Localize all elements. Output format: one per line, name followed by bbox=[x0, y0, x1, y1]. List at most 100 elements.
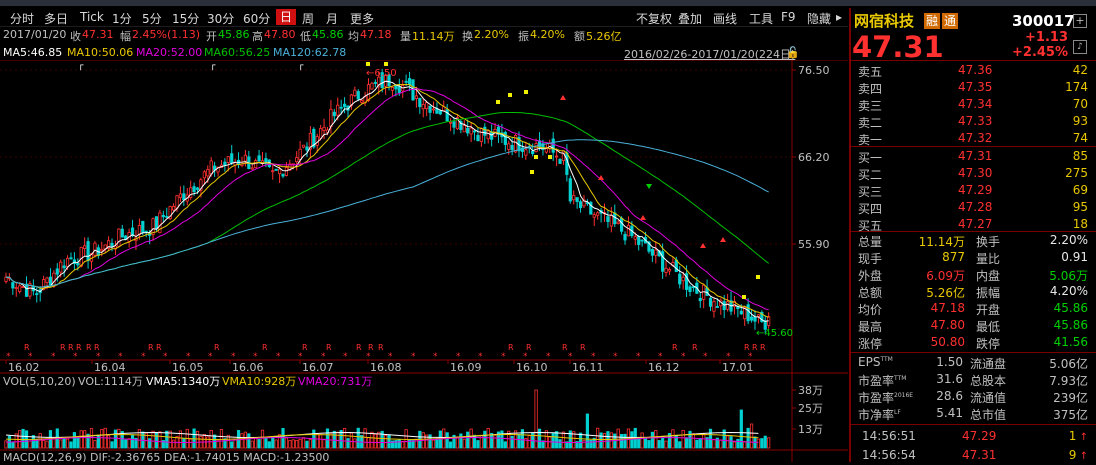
volume-bar bbox=[151, 430, 155, 449]
volume-bar bbox=[551, 432, 555, 449]
volume-bar bbox=[555, 431, 559, 449]
period-tab-2[interactable]: Tick bbox=[80, 10, 104, 24]
volume-bar bbox=[59, 439, 63, 449]
add-watchlist-icon[interactable]: + bbox=[1073, 14, 1087, 28]
orderbook-row[interactable]: 卖五 47.36 42 bbox=[858, 63, 1090, 80]
candle-body bbox=[144, 230, 148, 233]
volume-bar bbox=[763, 435, 767, 449]
candle-body bbox=[472, 130, 477, 133]
period-tab-4[interactable]: 5分 bbox=[142, 12, 162, 26]
toolbar-right-3[interactable]: 工具 bbox=[749, 12, 774, 26]
stat-value: 41.56 bbox=[1053, 335, 1088, 349]
price-tick-label: 55.90 bbox=[798, 238, 830, 251]
candle-body bbox=[332, 111, 336, 117]
info-close-label: 收 bbox=[70, 30, 81, 43]
orderbook-row[interactable]: 买五 47.27 18 bbox=[858, 217, 1090, 234]
period-tab-10[interactable]: 月 bbox=[326, 12, 339, 26]
volume-bar bbox=[257, 439, 261, 449]
candle-body bbox=[161, 215, 165, 218]
volume-bar bbox=[760, 438, 764, 449]
expand-arrow-icon[interactable]: ▸ bbox=[836, 10, 843, 24]
tick-price: 47.29 bbox=[962, 429, 997, 443]
volume-bar bbox=[582, 439, 586, 449]
alert-bell-icon[interactable]: ♪ bbox=[1073, 40, 1087, 54]
period-tab-8[interactable]: 日 bbox=[276, 9, 297, 25]
period-tab-7[interactable]: 60分 bbox=[243, 12, 271, 26]
stock-code: 300017 bbox=[1012, 12, 1075, 30]
candle-body bbox=[589, 201, 593, 215]
orderbook-row[interactable]: 买一 47.31 85 bbox=[858, 149, 1090, 166]
toolbar-right-2[interactable]: 画线 bbox=[713, 12, 738, 26]
candle-body bbox=[209, 160, 213, 175]
candle-body bbox=[69, 257, 73, 260]
orderbook-row[interactable]: 买二 47.30 275 bbox=[858, 166, 1090, 183]
volume-bar bbox=[96, 434, 100, 449]
up-arrow-icon: ↑ bbox=[1076, 451, 1088, 462]
period-tab-0[interactable]: 分时 bbox=[10, 12, 35, 26]
candle-body bbox=[397, 86, 401, 93]
candle-body bbox=[469, 127, 473, 135]
orderbook-label: 卖四 bbox=[858, 82, 883, 96]
volume-bar bbox=[223, 438, 227, 449]
info-amount-label: 额 bbox=[574, 30, 585, 43]
orderbook-row[interactable]: 买四 47.28 95 bbox=[858, 200, 1090, 217]
volume-bar bbox=[226, 434, 230, 449]
toolbar-right-4[interactable]: F9 bbox=[781, 10, 796, 24]
stat-row: 总量 11.14万 换手 2.20% bbox=[858, 233, 1090, 250]
candle-body bbox=[414, 95, 419, 99]
tick-volume-value: 9 bbox=[1068, 448, 1077, 462]
volume-bar bbox=[688, 430, 692, 449]
volume-bar bbox=[459, 433, 463, 449]
candle-body bbox=[551, 138, 555, 153]
star-marker: * bbox=[6, 352, 11, 362]
orderbook-row[interactable]: 买三 47.29 69 bbox=[858, 183, 1090, 200]
ma10-line bbox=[5, 83, 769, 318]
period-tab-1[interactable]: 多日 bbox=[44, 12, 69, 26]
candle-body bbox=[79, 246, 83, 267]
candle-body bbox=[86, 241, 90, 262]
candle-body bbox=[223, 161, 227, 166]
toolbar-right-5[interactable]: 隐藏 bbox=[807, 12, 832, 26]
stat-value: 877 bbox=[942, 250, 965, 264]
period-tab-9[interactable]: 周 bbox=[302, 12, 315, 26]
candle-body bbox=[243, 154, 247, 162]
period-tab-3[interactable]: 1分 bbox=[112, 12, 132, 26]
toolbar-right-1[interactable]: 叠加 bbox=[678, 12, 703, 26]
candle-body bbox=[83, 245, 87, 250]
period-tab-11[interactable]: 更多 bbox=[350, 12, 375, 26]
candle-body bbox=[616, 221, 620, 224]
info-range-label: 幅 bbox=[120, 30, 131, 43]
orderbook-row[interactable]: 卖一 47.32 74 bbox=[858, 131, 1090, 148]
candle-body bbox=[459, 121, 463, 130]
candle-body bbox=[623, 233, 627, 241]
orderbook-label: 卖二 bbox=[858, 116, 883, 130]
lock-icon[interactable]: 🔓 bbox=[786, 46, 800, 59]
info-close: 47.31 bbox=[82, 28, 114, 41]
volume-bar bbox=[767, 437, 771, 449]
orderbook-row[interactable]: 卖三 47.34 70 bbox=[858, 97, 1090, 114]
volume-bar bbox=[466, 431, 470, 449]
orderbook-row[interactable]: 卖二 47.33 93 bbox=[858, 114, 1090, 131]
date-range-label[interactable]: 2016/02/26-2017/01/20(224日) bbox=[624, 48, 796, 61]
info-low-label: 低 bbox=[300, 30, 311, 43]
candle-body bbox=[650, 248, 654, 256]
volume-legend-3: VMA10:928万 bbox=[222, 375, 296, 388]
volume-bar bbox=[349, 432, 354, 449]
star-marker: * bbox=[568, 352, 573, 362]
candle-body bbox=[298, 148, 302, 160]
period-tab-6[interactable]: 30分 bbox=[207, 12, 235, 26]
candle-body bbox=[319, 128, 323, 139]
volume-bar bbox=[315, 434, 319, 449]
orderbook-price: 47.34 bbox=[958, 97, 993, 111]
candle-body bbox=[154, 216, 159, 230]
marker-icon: ┌ bbox=[210, 61, 216, 71]
info-vol-label: 量 bbox=[400, 30, 411, 43]
toolbar-right-0[interactable]: 不复权 bbox=[636, 12, 673, 26]
candle-body bbox=[281, 173, 285, 177]
volume-bar bbox=[401, 440, 405, 449]
candle-body bbox=[158, 212, 162, 234]
candle-body bbox=[633, 236, 637, 240]
period-tab-5[interactable]: 15分 bbox=[172, 12, 200, 26]
orderbook-row[interactable]: 卖四 47.35 174 bbox=[858, 80, 1090, 97]
